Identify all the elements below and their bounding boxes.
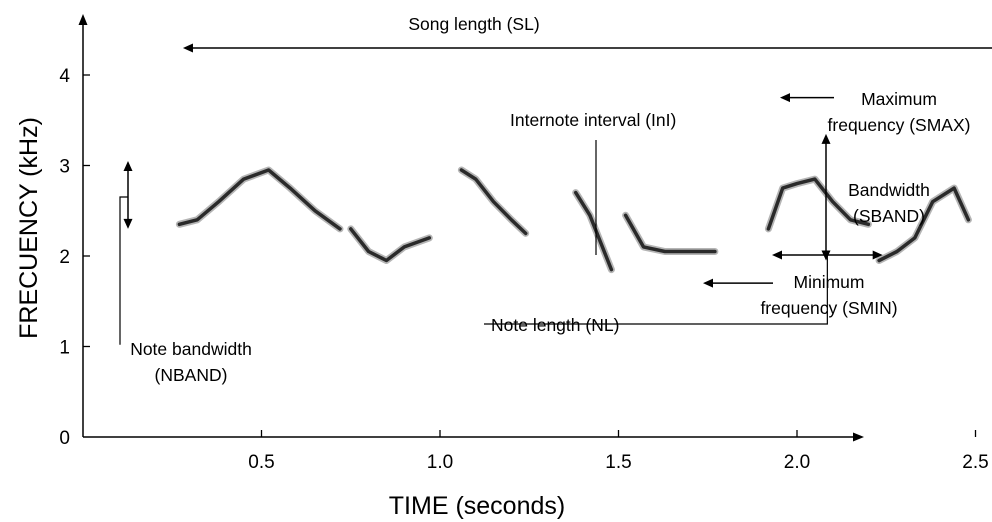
maximum-frequency-arrowhead — [780, 93, 790, 103]
minimum-frequency-label-line2: frequency (SMIN) — [760, 298, 897, 318]
song-length-label: Song length (SL) — [408, 14, 539, 34]
axes — [78, 14, 864, 442]
note-5-halo — [622, 211, 719, 255]
note-6 — [766, 177, 871, 231]
x-tick-label: 2.0 — [784, 452, 810, 473]
x-tick-label: 2.5 — [962, 452, 988, 473]
x-tick-label: 0.5 — [248, 452, 274, 473]
note-length-arrowhead-left — [772, 250, 783, 260]
x-tick-label: 1.0 — [427, 452, 453, 473]
note-bandwidth-label-line2: (NBAND) — [155, 365, 228, 385]
axis-ticks: 0.51.01.52.02.53.03.54.001234 — [59, 66, 988, 473]
y-tick-label: 2 — [59, 247, 70, 268]
bandwidth-arrowhead-top — [821, 133, 831, 144]
song-length-arrowhead-left — [182, 43, 193, 53]
maximum-frequency-label-line2: frequency (SMAX) — [828, 115, 971, 135]
y-tick-label: 1 — [59, 338, 70, 359]
minimum-frequency-arrowhead — [703, 278, 713, 288]
note-bandwidth-label-line1: Note bandwidth — [130, 339, 252, 359]
note-4 — [573, 190, 614, 272]
y-tick-label: 4 — [59, 66, 70, 87]
note-length-label: Note length (NL) — [491, 315, 619, 335]
note-7 — [877, 186, 971, 263]
spectrogram-notes — [175, 166, 972, 274]
y-axis-arrowhead — [78, 14, 88, 25]
note-1-halo — [175, 166, 344, 233]
note-bandwidth-arrowhead-top — [123, 160, 133, 171]
note-1 — [177, 168, 342, 231]
annotations: Song length (SL) Note bandwidth (NBAND) … — [119, 14, 992, 385]
y-tick-label: 3 — [59, 157, 70, 178]
bandwidth-arrowhead-bottom — [821, 250, 831, 261]
note-bandwidth-arrowhead-bottom — [123, 218, 133, 229]
note-5 — [623, 213, 717, 254]
y-axis-title: FRECUENCY (kHz) — [15, 117, 43, 339]
bandwidth-label-line1: Bandwidth — [848, 180, 930, 200]
note-bandwidth-leader — [119, 196, 128, 345]
minimum-frequency-label-line1: Minimum — [794, 272, 865, 292]
x-axis-arrowhead — [853, 432, 864, 442]
internote-interval-label: Internote interval (InI) — [510, 110, 676, 130]
y-tick-label: 0 — [59, 428, 70, 449]
note-length-leader — [484, 255, 828, 325]
note-3 — [459, 168, 528, 236]
maximum-frequency-label-line1: Maximum — [861, 89, 937, 109]
note-length-arrowhead-right — [872, 250, 883, 260]
x-axis-title: TIME (seconds) — [389, 492, 565, 520]
x-tick-label: 1.5 — [605, 452, 631, 473]
bandwidth-label-line2: (SBAND) — [853, 206, 925, 226]
note-2 — [349, 227, 432, 263]
